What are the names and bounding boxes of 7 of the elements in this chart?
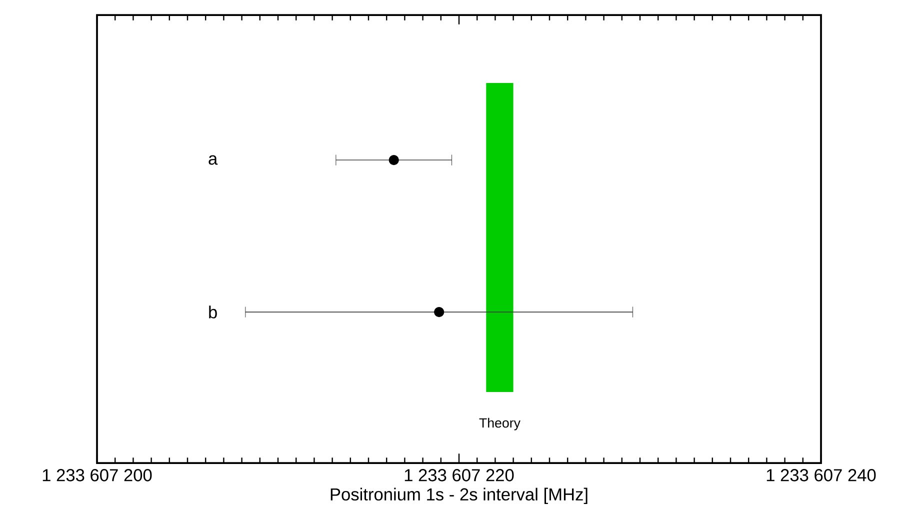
x-axis-title: Positronium 1s - 2s interval [MHz] xyxy=(330,488,588,504)
band-label: Theory xyxy=(479,418,520,430)
x-tick-label: 1 233 607 240 xyxy=(766,469,876,482)
y-tick-label: a xyxy=(208,155,218,165)
x-tick-label: 1 233 607 220 xyxy=(404,469,514,482)
x-tick-label: 1 233 607 200 xyxy=(42,469,152,482)
y-tick-label: b xyxy=(209,306,217,318)
